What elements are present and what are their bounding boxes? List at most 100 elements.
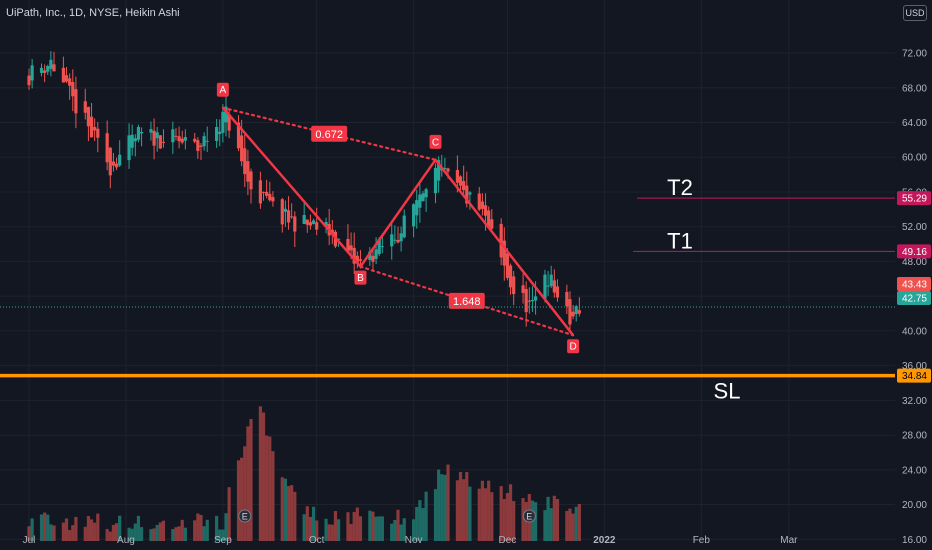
time-axis[interactable]: Jul Aug Sep Oct Nov Dec 2022 Feb Mar	[23, 535, 799, 546]
pattern-ratio-tag: 1.648	[448, 292, 485, 309]
price-tag-value: 43.43	[902, 280, 927, 291]
volume-bar	[508, 484, 513, 541]
volume-bar	[440, 474, 444, 541]
candle-body	[161, 141, 166, 143]
volume-bar	[249, 419, 253, 541]
volume-bar	[199, 514, 203, 541]
pattern-ratio-line	[359, 265, 575, 337]
volume-bar	[268, 436, 272, 541]
candle-body	[396, 240, 400, 243]
candle-body	[152, 130, 156, 146]
volume-bar	[96, 513, 100, 541]
candle-body	[399, 233, 403, 242]
volume-bar	[240, 457, 244, 541]
candle-body	[271, 197, 275, 202]
price-tag-T1: 49.16	[897, 244, 931, 259]
candle-body	[199, 145, 203, 147]
candle-body	[502, 240, 506, 266]
symbol-title: UiPath, Inc., 1D, NYSE, Heikin Ashi	[6, 7, 180, 19]
price-tag-bg	[897, 277, 931, 291]
candle-body	[205, 140, 209, 142]
candle-body	[89, 116, 94, 138]
volume-bar	[39, 514, 44, 541]
volume-bar	[574, 506, 578, 541]
price-tick-label: 36.00	[902, 361, 927, 372]
price-tag-prev: 43.43	[897, 277, 931, 291]
candle-body	[527, 300, 531, 302]
time-tick-label: Nov	[405, 535, 423, 546]
time-tick-label: Sep	[214, 535, 232, 546]
volume-bar	[324, 518, 328, 541]
drawing-overlays[interactable]: E E T2 T1 SL 0.672 1.648 A B C D	[0, 82, 895, 523]
stop-loss-label: SL	[714, 379, 741, 404]
volume-bar	[565, 510, 569, 541]
volume-bar	[396, 509, 400, 541]
candle-body	[377, 239, 381, 255]
price-tag-value: 34.84	[902, 371, 927, 382]
candle-body	[49, 59, 53, 69]
volume-bar	[308, 516, 313, 541]
candle-body	[196, 140, 200, 151]
candle-body	[308, 222, 313, 226]
volume-bar	[468, 486, 472, 541]
pattern-point-bg	[216, 82, 229, 97]
pattern-point-bg	[429, 134, 442, 149]
price-tick-label: 72.00	[902, 49, 927, 60]
earnings-marker: E	[238, 509, 252, 523]
price-tag-bg	[897, 244, 931, 259]
candle-body	[443, 167, 447, 169]
candle-body	[136, 126, 141, 140]
candle-body	[283, 208, 288, 212]
candle-body	[455, 170, 459, 183]
candle-body	[480, 201, 485, 209]
volume-bar	[546, 496, 550, 541]
volume-bar	[355, 507, 359, 541]
candle-body	[240, 135, 244, 162]
candle-body	[111, 161, 116, 166]
volume-bar	[480, 480, 485, 541]
time-tick-label: Jul	[23, 535, 36, 546]
candle-body	[358, 259, 363, 261]
volume-bar	[93, 522, 97, 541]
volume-bar	[130, 528, 134, 541]
currency-badge[interactable]: USD	[903, 5, 927, 21]
volume-bar	[43, 512, 47, 541]
candle-body	[530, 299, 535, 302]
volume-bar	[577, 503, 581, 541]
volume-bar	[552, 495, 556, 541]
price-axis[interactable]: 72.0068.0064.0060.0056.0052.0048.0044.00…	[895, 0, 932, 550]
candle-body	[412, 204, 416, 227]
candle-body	[280, 199, 284, 225]
volume-bar	[158, 522, 162, 541]
price-tick-label: 60.00	[902, 153, 927, 164]
volume-bar	[415, 506, 419, 541]
volume-bar	[139, 527, 144, 541]
candle-body	[577, 310, 581, 314]
volume-bar	[352, 511, 356, 541]
candle-body	[393, 239, 397, 241]
volume-bar	[293, 491, 297, 541]
price-tag-value: 55.29	[902, 194, 927, 205]
volume-bar	[483, 488, 488, 541]
candle-body	[130, 134, 134, 148]
candle-body	[433, 167, 438, 194]
candle-body	[68, 78, 72, 86]
candle-body	[305, 219, 309, 225]
candle-body	[565, 291, 569, 307]
earnings-marker: E	[522, 509, 536, 523]
candle-body	[86, 106, 91, 127]
volume-bar	[412, 519, 416, 541]
volume-bar	[302, 514, 306, 541]
candle-body	[371, 255, 375, 262]
candle-body	[546, 285, 550, 287]
price-tag-SL: 34.84	[897, 368, 931, 383]
candle-body	[505, 253, 510, 278]
volume-bar	[568, 508, 572, 541]
pattern-legs	[221, 106, 575, 336]
candle-body	[118, 154, 122, 166]
time-tick-label: 2022	[593, 535, 616, 546]
candle-body	[243, 148, 247, 175]
candle-body	[468, 192, 472, 195]
price-tick-label: 40.00	[902, 326, 927, 337]
